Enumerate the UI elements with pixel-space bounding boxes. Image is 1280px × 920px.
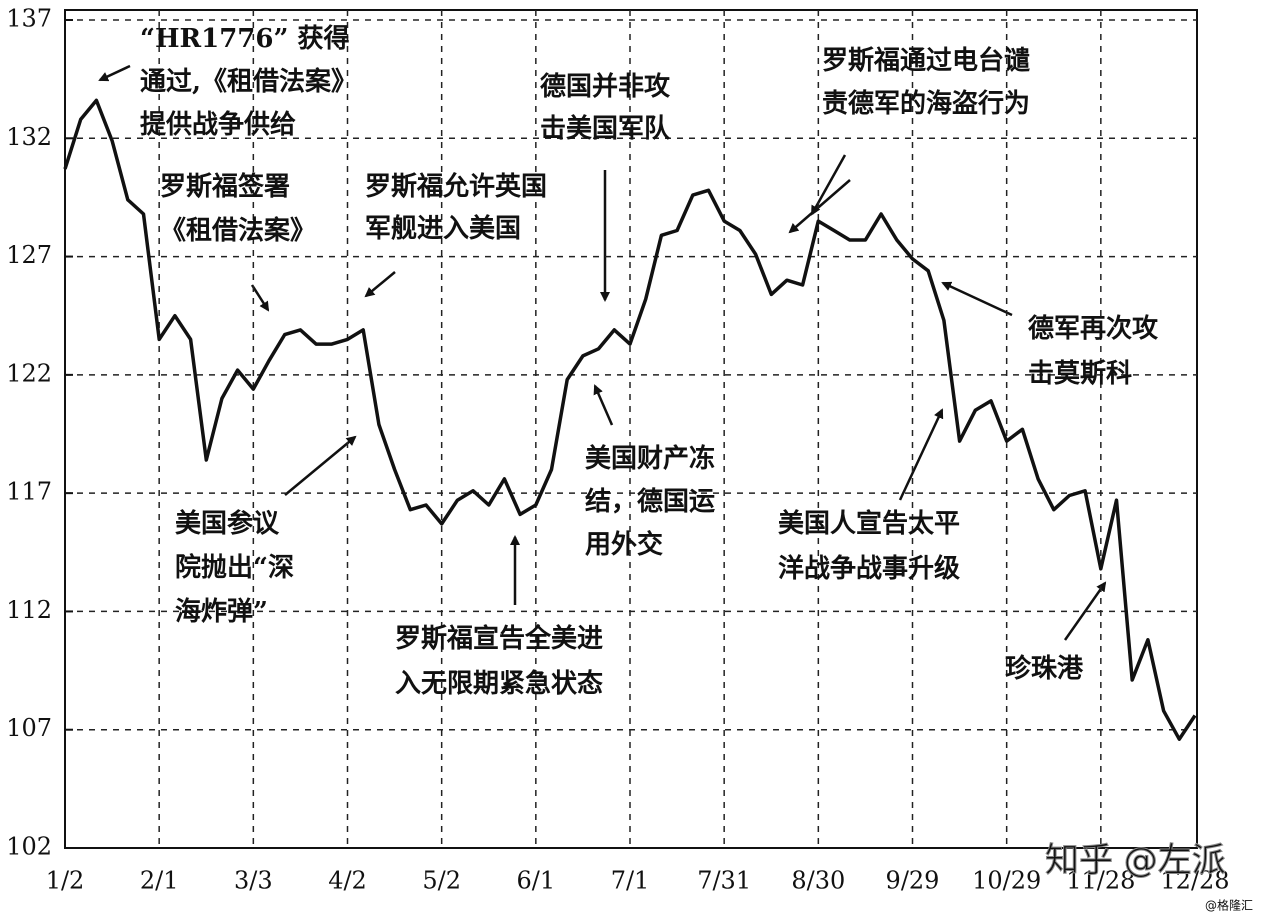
x-tick-label: 7/1 <box>611 867 650 895</box>
annotation: 责德军的海盗行为 <box>822 88 1030 119</box>
y-tick-label: 122 <box>6 359 52 387</box>
x-tick-label: 5/2 <box>422 867 461 895</box>
annotation: 洋战争战事升级 <box>778 553 960 584</box>
x-tick-label: 6/1 <box>517 867 556 895</box>
y-tick-label: 137 <box>6 5 52 33</box>
price-line <box>63 98 1197 741</box>
annotation: 海炸弹” <box>175 597 268 627</box>
plot-frame <box>64 9 1198 849</box>
annotation: 提供战争供给 <box>140 109 296 140</box>
annotation: 《租借法案》 <box>160 215 316 246</box>
x-tick-label: 10/29 <box>972 867 1041 895</box>
annotation: 罗斯福宣告全美进 <box>395 623 603 654</box>
annotation: 击莫斯科 <box>1028 359 1132 389</box>
annotation: 美国人宣告太平 <box>778 508 960 539</box>
x-tick-label: 3/3 <box>234 867 273 895</box>
annotation: 德国并非攻 <box>540 71 671 102</box>
watermark: @格隆汇 <box>1205 898 1253 913</box>
annotation: 美国参议 <box>175 508 280 539</box>
x-tick-label: 7/31 <box>697 867 751 895</box>
annotation: 用外交 <box>585 529 663 560</box>
annotation: “HR1776” 获得 <box>140 24 350 54</box>
annotation: 美国财产冻 <box>585 443 715 474</box>
y-tick-label: 132 <box>6 123 52 151</box>
annotation: 罗斯福允许英国 <box>365 171 547 202</box>
annotation: 罗斯福签署 <box>160 171 290 202</box>
annotation: 德军再次攻 <box>1028 314 1159 344</box>
y-tick-label: 117 <box>6 478 52 506</box>
annotation: 珍珠港 <box>1005 653 1084 684</box>
annotation: 院抛出“深 <box>175 552 294 583</box>
annotation: 入无限期紧急状态 <box>395 668 603 699</box>
annotation: 通过,《租借法案》 <box>140 66 357 97</box>
y-tick-label: 107 <box>6 714 52 742</box>
x-tick-label: 11/28 <box>1066 867 1135 895</box>
x-tick-label: 1/2 <box>46 867 85 895</box>
x-tick-label: 2/1 <box>140 867 179 895</box>
annotation: 罗斯福通过电台谴 <box>822 45 1030 76</box>
y-tick-label: 127 <box>6 241 52 269</box>
annotation: 击美国军队 <box>540 113 671 144</box>
watermark: 知乎 @左派 <box>1045 841 1226 881</box>
x-tick-label: 8/30 <box>791 867 845 895</box>
y-tick-label: 102 <box>6 833 52 861</box>
y-tick-label: 112 <box>6 596 52 624</box>
annotation: 结，德国运 <box>585 487 715 517</box>
x-tick-label: 4/2 <box>328 867 367 895</box>
annotation: 军舰进入美国 <box>365 213 521 244</box>
x-tick-label: 12/28 <box>1160 867 1229 895</box>
x-tick-label: 9/29 <box>886 867 940 895</box>
